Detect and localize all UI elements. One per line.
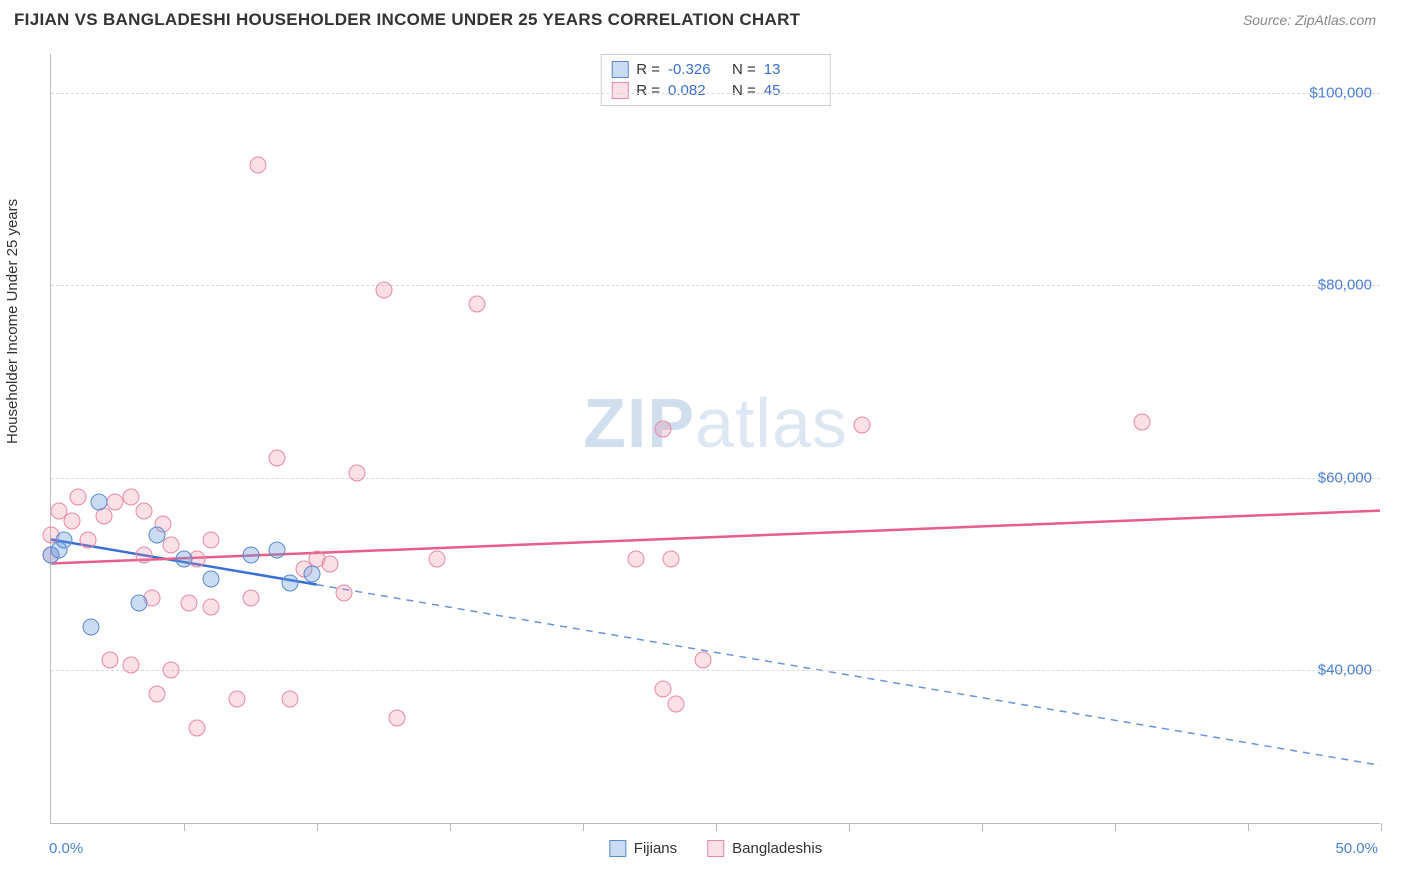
point-bangladeshi xyxy=(136,503,153,520)
point-bangladeshi xyxy=(162,662,179,679)
chart-source: Source: ZipAtlas.com xyxy=(1243,12,1376,28)
point-fijian xyxy=(269,541,286,558)
n-value-fijians: 13 xyxy=(764,61,820,78)
swatch-pink-icon xyxy=(707,840,724,857)
x-tick xyxy=(450,823,451,831)
y-tick-label: $100,000 xyxy=(1309,84,1372,101)
n-label: N = xyxy=(732,61,756,78)
n-value-bangladeshis: 45 xyxy=(764,82,820,99)
point-fijian xyxy=(303,565,320,582)
point-bangladeshi xyxy=(229,690,246,707)
point-bangladeshi xyxy=(335,585,352,602)
x-tick xyxy=(1381,823,1382,831)
point-bangladeshi xyxy=(69,488,86,505)
point-fijian xyxy=(242,546,259,563)
point-fijian xyxy=(202,570,219,587)
n-label: N = xyxy=(732,82,756,99)
point-bangladeshi xyxy=(375,281,392,298)
point-fijian xyxy=(130,594,147,611)
point-bangladeshi xyxy=(388,710,405,727)
chart-area: Householder Income Under 25 years ZIPatl… xyxy=(14,44,1392,892)
correlation-stats-box: R = -0.326 N = 13 R = 0.082 N = 45 xyxy=(600,54,831,106)
point-fijian xyxy=(82,618,99,635)
point-bangladeshi xyxy=(64,512,81,529)
point-bangladeshi xyxy=(694,652,711,669)
point-bangladeshi xyxy=(654,681,671,698)
x-tick xyxy=(1115,823,1116,831)
point-bangladeshi xyxy=(854,416,871,433)
point-fijian xyxy=(149,527,166,544)
x-tick xyxy=(849,823,850,831)
x-tick xyxy=(583,823,584,831)
gridline xyxy=(51,285,1380,286)
point-fijian xyxy=(176,551,193,568)
x-tick xyxy=(716,823,717,831)
point-fijian xyxy=(56,532,73,549)
gridline xyxy=(51,478,1380,479)
point-bangladeshi xyxy=(668,695,685,712)
regression-lines xyxy=(51,54,1380,823)
x-tick xyxy=(982,823,983,831)
point-bangladeshi xyxy=(662,551,679,568)
swatch-blue-icon xyxy=(609,840,626,857)
gridline xyxy=(51,93,1380,94)
x-tick xyxy=(184,823,185,831)
point-bangladeshi xyxy=(1133,413,1150,430)
point-bangladeshi xyxy=(628,551,645,568)
point-bangladeshi xyxy=(202,532,219,549)
gridline xyxy=(51,670,1380,671)
plot-region: ZIPatlas R = -0.326 N = 13 R = 0.082 N =… xyxy=(50,54,1380,824)
point-bangladeshi xyxy=(468,296,485,313)
r-label: R = xyxy=(636,61,660,78)
swatch-pink-icon xyxy=(611,82,628,99)
legend: Fijians Bangladeshis xyxy=(609,840,822,857)
legend-item-bangladeshis: Bangladeshis xyxy=(707,840,822,857)
x-tick xyxy=(1248,823,1249,831)
point-bangladeshi xyxy=(189,719,206,736)
y-tick-label: $80,000 xyxy=(1318,277,1372,294)
point-bangladeshi xyxy=(242,589,259,606)
r-label: R = xyxy=(636,82,660,99)
legend-item-fijians: Fijians xyxy=(609,840,677,857)
stats-row-bangladeshis: R = 0.082 N = 45 xyxy=(611,80,820,101)
point-bangladeshi xyxy=(282,690,299,707)
y-axis-label: Householder Income Under 25 years xyxy=(4,199,21,444)
stats-row-fijians: R = -0.326 N = 13 xyxy=(611,59,820,80)
legend-label-bangladeshis: Bangladeshis xyxy=(732,840,822,857)
watermark-atlas: atlas xyxy=(695,384,848,462)
x-axis-min-label: 0.0% xyxy=(49,840,83,857)
swatch-blue-icon xyxy=(611,61,628,78)
point-bangladeshi xyxy=(101,652,118,669)
point-bangladeshi xyxy=(202,599,219,616)
point-bangladeshi xyxy=(322,556,339,573)
point-bangladeshi xyxy=(122,488,139,505)
x-tick xyxy=(317,823,318,831)
point-bangladeshi xyxy=(269,450,286,467)
r-value-bangladeshis: 0.082 xyxy=(668,82,724,99)
point-bangladeshi xyxy=(80,532,97,549)
point-bangladeshi xyxy=(654,421,671,438)
y-tick-label: $40,000 xyxy=(1318,662,1372,679)
point-bangladeshi xyxy=(122,657,139,674)
point-bangladeshi xyxy=(348,464,365,481)
point-bangladeshi xyxy=(149,686,166,703)
chart-header: FIJIAN VS BANGLADESHI HOUSEHOLDER INCOME… xyxy=(0,0,1406,38)
point-fijian xyxy=(282,575,299,592)
chart-title: FIJIAN VS BANGLADESHI HOUSEHOLDER INCOME… xyxy=(14,10,800,30)
legend-label-fijians: Fijians xyxy=(634,840,677,857)
point-bangladeshi xyxy=(428,551,445,568)
point-bangladeshi xyxy=(181,594,198,611)
y-tick-label: $60,000 xyxy=(1318,469,1372,486)
x-axis-max-label: 50.0% xyxy=(1335,840,1378,857)
point-bangladeshi xyxy=(106,493,123,510)
watermark-zip: ZIP xyxy=(583,384,695,462)
watermark: ZIPatlas xyxy=(583,383,848,463)
point-fijian xyxy=(90,493,107,510)
r-value-fijians: -0.326 xyxy=(668,61,724,78)
point-bangladeshi xyxy=(250,156,267,173)
point-bangladeshi xyxy=(136,546,153,563)
